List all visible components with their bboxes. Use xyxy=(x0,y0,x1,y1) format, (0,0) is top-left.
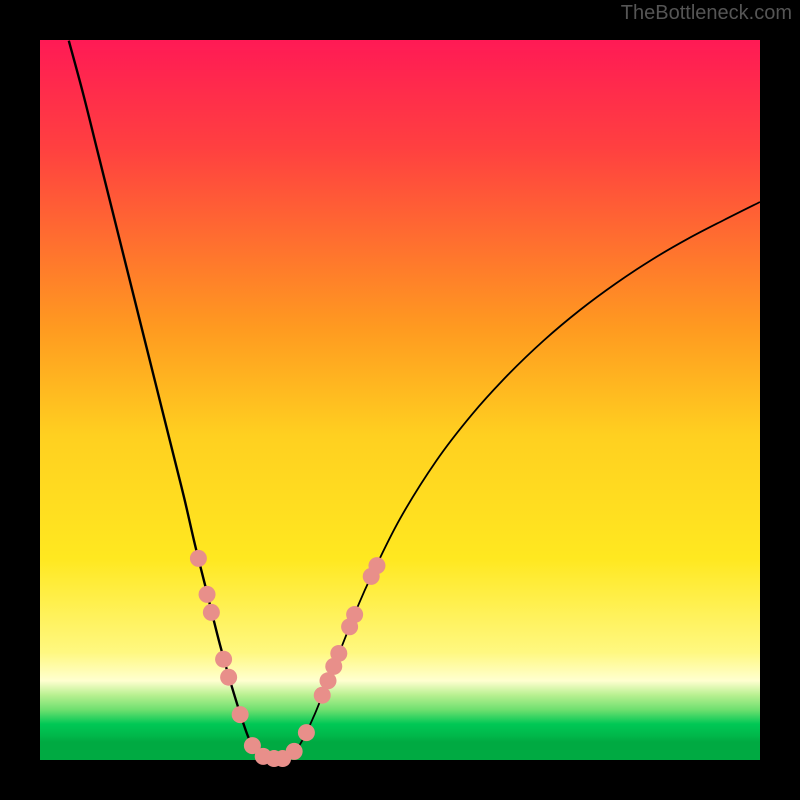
curve-marker xyxy=(346,606,363,623)
curve-marker xyxy=(298,724,315,741)
curve-marker xyxy=(215,651,232,668)
gradient-background xyxy=(40,40,760,760)
curve-marker xyxy=(190,550,207,567)
chart-panel xyxy=(40,40,760,760)
curve-marker xyxy=(220,669,237,686)
curve-marker xyxy=(286,743,303,760)
curve-marker xyxy=(232,706,249,723)
curve-marker xyxy=(203,604,220,621)
curve-marker xyxy=(199,586,216,603)
bottleneck-curve-chart xyxy=(40,40,760,760)
curve-marker xyxy=(330,645,347,662)
curve-marker xyxy=(368,557,385,574)
watermark-text: TheBottleneck.com xyxy=(621,2,792,25)
